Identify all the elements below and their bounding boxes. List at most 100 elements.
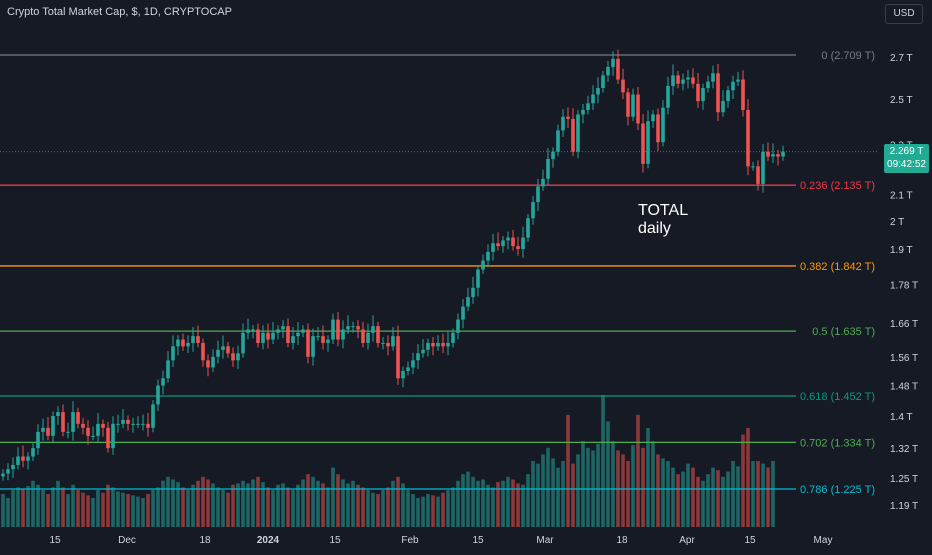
volume-bar [576, 454, 580, 527]
volume-bar [696, 476, 700, 527]
candle-body [426, 342, 430, 350]
x-tick-label: 15 [472, 535, 484, 546]
candle-body [501, 240, 505, 247]
candle-body [551, 151, 555, 159]
candle-body [321, 336, 325, 343]
volume-bar [751, 461, 755, 527]
currency-button[interactable]: USD [885, 4, 923, 24]
volume-bar [356, 484, 360, 527]
candle-body [736, 79, 740, 82]
candle-body [636, 94, 640, 124]
volume-bar [641, 447, 645, 527]
candle-body [306, 329, 310, 357]
volume-bar [121, 492, 125, 527]
candle-body [341, 329, 345, 340]
volume-bar [721, 476, 725, 527]
candle-body [211, 356, 215, 368]
y-tick-label: 2 T [890, 217, 904, 228]
candle-body [706, 81, 710, 89]
volume-bar [86, 495, 90, 527]
volume-bar [436, 496, 440, 527]
candle-body [101, 423, 105, 428]
candle-body [406, 367, 410, 372]
fib-label: 0 (2.709 T) [821, 50, 875, 62]
volume-bar [326, 487, 330, 527]
volume-bar [571, 463, 575, 527]
volume-bar [521, 484, 525, 527]
volume-bar [136, 496, 140, 527]
y-tick-label: 1.9 T [890, 245, 913, 256]
chart-annotation[interactable]: TOTAL daily [638, 202, 688, 238]
volume-bar [491, 487, 495, 527]
candle-body [566, 116, 570, 119]
volume-bar [376, 494, 380, 527]
candle-body [136, 423, 140, 425]
candle-body [181, 339, 185, 347]
candle-body [166, 360, 170, 379]
fib-label: 0.618 (1.452 T) [800, 391, 875, 403]
y-tick-label: 1.56 T [890, 353, 918, 364]
fib-label: 0.702 (1.334 T) [800, 437, 875, 449]
candle-body [251, 329, 255, 331]
candle-body [351, 326, 355, 328]
volume-bar [231, 484, 235, 527]
volume-bar [96, 490, 100, 527]
candle-body [531, 202, 535, 219]
candle-body [221, 346, 225, 350]
candle-body [236, 353, 240, 361]
candle-body [466, 297, 470, 307]
volume-bar [476, 480, 480, 527]
volume-bar [76, 490, 80, 527]
volume-bar [101, 492, 105, 527]
volume-bar [256, 476, 260, 527]
candle-body [231, 353, 235, 361]
candle-body [11, 464, 15, 470]
candle-body [641, 123, 645, 164]
volume-bar [26, 486, 30, 527]
volume-bar [446, 490, 450, 527]
candle-body [686, 77, 690, 80]
candle-body [661, 107, 665, 143]
volume-bar [306, 474, 310, 527]
volume-bar [736, 466, 740, 527]
candle-body [216, 349, 220, 357]
candle-body [186, 342, 190, 347]
volume-bar [731, 461, 735, 527]
candle-body [671, 75, 675, 86]
volume-bar [246, 483, 250, 527]
candle-body [496, 243, 500, 247]
volume-bar [656, 454, 660, 527]
volume-bar [126, 494, 130, 527]
candle-body [196, 336, 200, 343]
candle-body [1, 473, 5, 477]
candle-body [761, 151, 765, 184]
volume-bar [281, 483, 285, 527]
x-tick-label: May [814, 535, 833, 546]
volume-bar [511, 479, 515, 527]
candle-body [416, 353, 420, 361]
candle-body [561, 116, 565, 131]
volume-bar [181, 487, 185, 527]
volume-bar [531, 461, 535, 527]
volume-bar [756, 461, 760, 527]
candle-body [51, 415, 55, 436]
volume-bar [466, 471, 470, 527]
y-tick-label: 1.32 T [890, 444, 918, 455]
price-axis: 2.7 T2.5 T2.3 T2.1 T2 T1.9 T1.78 T1.66 T… [890, 53, 918, 512]
chart-title: Crypto Total Market Cap, $, 1D, CRYPTOCA… [7, 6, 232, 18]
volume-bar [31, 480, 35, 527]
candle-body [716, 73, 720, 113]
volume-bar [761, 463, 765, 527]
candle-body [46, 427, 50, 436]
volume-bar [541, 454, 545, 527]
candle-body [366, 332, 370, 343]
candle-body [516, 246, 520, 249]
candle-body [766, 151, 770, 157]
candle-body [431, 342, 435, 347]
x-tick-label: 18 [616, 535, 628, 546]
candle-body [596, 88, 600, 95]
volume-bar [211, 483, 215, 527]
volume-bar [536, 463, 540, 527]
